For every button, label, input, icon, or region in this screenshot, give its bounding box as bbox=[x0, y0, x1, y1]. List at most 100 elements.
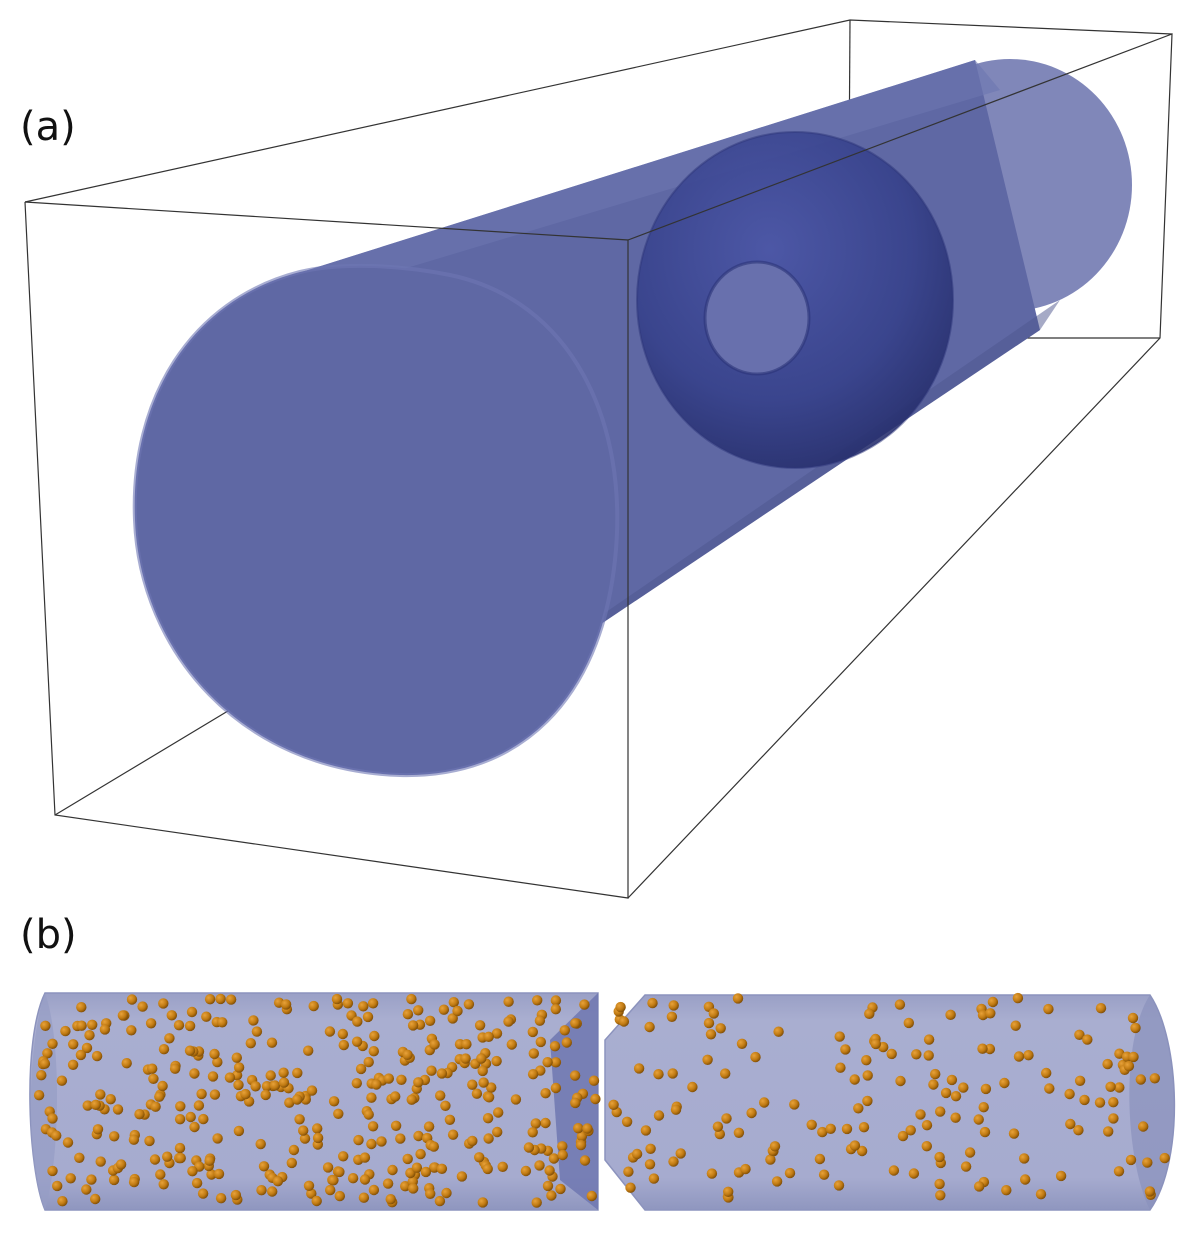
particle bbox=[358, 1192, 370, 1203]
particle bbox=[233, 1125, 245, 1137]
particle bbox=[447, 1129, 459, 1140]
particle bbox=[621, 1116, 633, 1128]
particle bbox=[806, 1119, 817, 1131]
particle bbox=[1008, 1128, 1020, 1139]
particle bbox=[817, 1126, 828, 1138]
particle bbox=[157, 1080, 168, 1092]
panel-b-label: (b) bbox=[20, 912, 77, 958]
particle bbox=[631, 1148, 643, 1160]
particle bbox=[984, 1043, 996, 1055]
particle bbox=[528, 1048, 539, 1059]
bounding-box-front bbox=[24, 33, 1173, 899]
particle bbox=[231, 1052, 242, 1063]
particle bbox=[162, 1151, 173, 1162]
particle bbox=[209, 1048, 220, 1060]
particle bbox=[423, 1121, 435, 1132]
particle bbox=[448, 997, 459, 1008]
particle bbox=[531, 1197, 542, 1208]
particle bbox=[212, 1056, 223, 1068]
particle bbox=[493, 1107, 504, 1118]
particle bbox=[413, 1005, 424, 1016]
particle bbox=[390, 1091, 401, 1102]
particle bbox=[653, 1069, 664, 1080]
particle bbox=[557, 1149, 568, 1161]
particle bbox=[76, 1002, 87, 1013]
particle bbox=[47, 1113, 58, 1124]
particle bbox=[174, 1142, 186, 1154]
particle bbox=[950, 1112, 961, 1123]
particle bbox=[189, 1121, 200, 1133]
particle bbox=[175, 1152, 186, 1164]
particle bbox=[425, 1188, 436, 1200]
particle bbox=[209, 1089, 221, 1100]
particle bbox=[897, 1130, 909, 1142]
particle bbox=[980, 1083, 992, 1095]
particle bbox=[76, 1020, 87, 1031]
particle bbox=[260, 1089, 271, 1101]
particle bbox=[441, 1187, 452, 1199]
particle bbox=[47, 1038, 58, 1050]
particle bbox=[438, 1004, 450, 1015]
particle bbox=[173, 1019, 185, 1031]
particle bbox=[1043, 1003, 1054, 1015]
particle bbox=[148, 1073, 159, 1085]
particle bbox=[150, 1101, 161, 1112]
particle bbox=[894, 999, 906, 1010]
particle bbox=[186, 1006, 198, 1018]
particle bbox=[958, 1082, 969, 1093]
particle bbox=[1095, 1003, 1107, 1014]
particle bbox=[461, 1039, 472, 1050]
particle bbox=[95, 1156, 106, 1167]
particle bbox=[1010, 1020, 1021, 1031]
particle bbox=[503, 1016, 514, 1027]
particle bbox=[324, 1026, 336, 1037]
particle bbox=[666, 1011, 678, 1022]
particle bbox=[561, 1037, 572, 1048]
particle bbox=[644, 1021, 655, 1033]
particle bbox=[1108, 1113, 1119, 1124]
particle bbox=[174, 1114, 186, 1125]
particle bbox=[849, 1140, 861, 1151]
particle bbox=[740, 1163, 751, 1175]
particle bbox=[570, 1018, 581, 1029]
particle bbox=[415, 1148, 426, 1160]
particle bbox=[196, 1088, 207, 1100]
particle bbox=[653, 1110, 665, 1121]
particle bbox=[765, 1154, 776, 1165]
particle bbox=[550, 1082, 562, 1094]
particle bbox=[723, 1186, 734, 1198]
particle bbox=[530, 1118, 541, 1129]
particle bbox=[353, 1134, 364, 1146]
particle bbox=[128, 1134, 140, 1145]
particle bbox=[482, 1163, 493, 1175]
particle bbox=[668, 1156, 679, 1167]
particle bbox=[834, 1031, 845, 1042]
particle bbox=[255, 1138, 266, 1150]
panel-a-label: (a) bbox=[20, 104, 76, 150]
particle bbox=[858, 1122, 870, 1133]
particle bbox=[575, 1139, 587, 1151]
particle bbox=[278, 1077, 290, 1088]
particle bbox=[351, 1078, 362, 1089]
particle bbox=[366, 1092, 377, 1103]
particle bbox=[618, 1016, 630, 1027]
particle bbox=[1044, 1083, 1055, 1094]
particle bbox=[923, 1050, 934, 1061]
particle bbox=[206, 1169, 217, 1180]
particle bbox=[477, 1065, 488, 1077]
particle bbox=[367, 998, 379, 1009]
particle bbox=[185, 1111, 196, 1123]
particle bbox=[86, 1174, 97, 1185]
particle bbox=[1074, 1029, 1085, 1041]
particle bbox=[550, 995, 562, 1006]
particle bbox=[934, 1151, 945, 1163]
particle bbox=[535, 1036, 546, 1048]
particle bbox=[121, 1058, 132, 1069]
particle bbox=[382, 1178, 394, 1189]
particle bbox=[149, 1154, 161, 1165]
particle bbox=[573, 1123, 584, 1134]
particle bbox=[557, 1141, 568, 1152]
particle bbox=[675, 1148, 686, 1159]
particle bbox=[625, 1182, 636, 1193]
particle bbox=[358, 1001, 369, 1012]
